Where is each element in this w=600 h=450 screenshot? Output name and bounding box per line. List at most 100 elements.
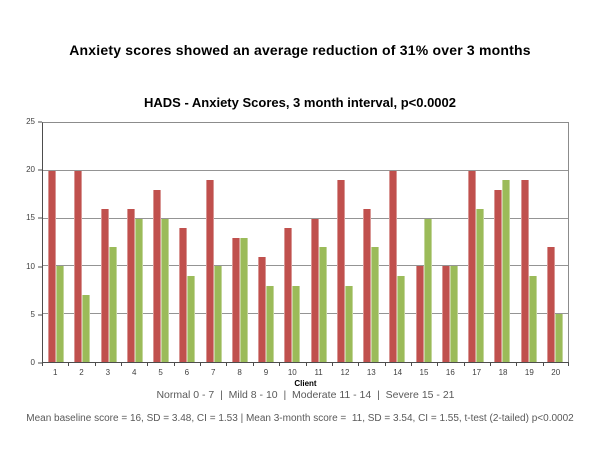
bar-3-month-client-16 bbox=[449, 266, 458, 362]
x-tick-mark bbox=[279, 362, 281, 366]
bar-baseline-client-16 bbox=[441, 266, 450, 362]
gridline bbox=[43, 217, 568, 219]
y-tick-mark bbox=[38, 266, 42, 268]
y-tick-label: 15 bbox=[26, 213, 35, 223]
bar-group-client-5 bbox=[148, 123, 174, 362]
page-title: Anxiety scores showed an average reducti… bbox=[69, 42, 531, 58]
bar-3-month-client-4 bbox=[134, 218, 143, 362]
bar-baseline-client-4 bbox=[126, 209, 135, 362]
x-tick-mark bbox=[42, 362, 43, 366]
bar-group-client-3 bbox=[96, 123, 122, 362]
x-tick-label: 1 bbox=[52, 368, 58, 377]
x-tick-mark bbox=[331, 362, 333, 366]
y-tick-label: 0 bbox=[30, 358, 35, 367]
bar-group-client-11 bbox=[306, 123, 332, 362]
x-tick-mark bbox=[147, 362, 149, 366]
bar-group-client-17 bbox=[463, 123, 489, 362]
x-tick-mark bbox=[516, 362, 518, 366]
bar-baseline-client-18 bbox=[494, 189, 503, 362]
y-tick-mark bbox=[38, 362, 42, 364]
x-axis-labels: 1 2 3 4 5 6 7 8 9 10 11 12 13 14 15 16 17 18 19 20 bbox=[42, 369, 569, 377]
x-tick-label: 18 bbox=[498, 368, 508, 377]
bar-group-client-15 bbox=[411, 123, 437, 362]
chart-title: HADS - Anxiety Scores, 3 month interval,… bbox=[144, 95, 456, 110]
x-tick-mark bbox=[410, 362, 412, 366]
bar-group-client-13 bbox=[358, 123, 384, 362]
bar-group-client-16 bbox=[437, 123, 463, 362]
bar-group-client-10 bbox=[279, 123, 305, 362]
bar-baseline-client-12 bbox=[336, 180, 345, 362]
bar-group-client-8 bbox=[227, 123, 253, 362]
gridline bbox=[43, 313, 568, 315]
gridlines bbox=[43, 123, 568, 362]
x-axis-ticks bbox=[42, 362, 569, 366]
bar-3-month-client-19 bbox=[528, 275, 537, 362]
bar-baseline-client-10 bbox=[284, 228, 293, 362]
bar-baseline-client-15 bbox=[415, 266, 424, 362]
x-tick-label: 4 bbox=[131, 368, 137, 377]
x-tick-label: 19 bbox=[524, 368, 534, 377]
bar-baseline-client-2 bbox=[74, 170, 83, 362]
x-tick-mark bbox=[305, 362, 307, 366]
bar-3-month-client-6 bbox=[187, 275, 196, 362]
bar-3-month-client-13 bbox=[371, 247, 380, 362]
x-axis-title: Client bbox=[294, 379, 317, 388]
bar-3-month-client-1 bbox=[56, 266, 65, 362]
bar-3-month-client-9 bbox=[266, 285, 275, 362]
x-tick-mark bbox=[200, 362, 202, 366]
y-tick-mark bbox=[38, 217, 42, 219]
x-tick-mark bbox=[463, 362, 465, 366]
bar-group-client-9 bbox=[253, 123, 279, 362]
bar-3-month-client-18 bbox=[502, 180, 511, 362]
bar-group-client-1 bbox=[43, 123, 69, 362]
x-tick-label: 9 bbox=[263, 368, 269, 377]
y-tick-label: 10 bbox=[26, 261, 35, 271]
x-tick-label: 20 bbox=[551, 368, 561, 377]
bar-group-client-2 bbox=[69, 123, 95, 362]
bar-3-month-client-2 bbox=[82, 295, 91, 362]
x-tick-label: 3 bbox=[105, 368, 111, 377]
x-tick-mark bbox=[252, 362, 254, 366]
severity-scale-note: Normal 0 - 7 | Mild 8 - 10 | Moderate 11… bbox=[156, 389, 455, 401]
plot-area bbox=[42, 122, 569, 363]
bar-group-client-18 bbox=[489, 123, 515, 362]
bar-3-month-client-10 bbox=[292, 285, 301, 362]
y-tick-label: 25 bbox=[26, 117, 35, 126]
footer-stats: Mean baseline score = 16, SD = 3.48, CI … bbox=[26, 413, 574, 424]
y-tick-label: 5 bbox=[30, 309, 35, 319]
bar-group-client-20 bbox=[542, 123, 568, 362]
bar-baseline-client-13 bbox=[363, 209, 372, 362]
bar-baseline-client-20 bbox=[546, 247, 555, 362]
bar-baseline-client-8 bbox=[231, 237, 240, 362]
x-tick-label: 12 bbox=[340, 368, 350, 377]
x-tick-mark bbox=[121, 362, 123, 366]
x-tick-mark bbox=[68, 362, 70, 366]
bar-3-month-client-3 bbox=[108, 247, 117, 362]
x-tick-label: 15 bbox=[419, 368, 429, 377]
x-tick-label: 14 bbox=[393, 368, 403, 377]
bar-3-month-client-14 bbox=[397, 275, 406, 362]
bar-baseline-client-3 bbox=[100, 209, 109, 362]
x-tick-mark bbox=[489, 362, 491, 366]
bar-baseline-client-14 bbox=[389, 170, 398, 362]
x-tick-mark bbox=[358, 362, 360, 366]
x-tick-mark bbox=[173, 362, 175, 366]
bar-3-month-client-15 bbox=[423, 218, 432, 362]
gridline bbox=[43, 169, 568, 171]
bar-3-month-client-11 bbox=[318, 247, 327, 362]
gridline bbox=[43, 265, 568, 267]
y-axis-labels: 0 5 10 15 20 25 bbox=[0, 118, 42, 367]
x-tick-mark bbox=[542, 362, 544, 366]
bar-baseline-client-1 bbox=[48, 170, 57, 362]
x-tick-label: 5 bbox=[158, 368, 163, 377]
bar-baseline-client-5 bbox=[153, 189, 162, 362]
x-tick-label: 6 bbox=[184, 368, 190, 377]
bar-3-month-client-12 bbox=[344, 285, 353, 362]
x-tick-mark bbox=[94, 362, 96, 366]
bar-group-client-19 bbox=[516, 123, 542, 362]
x-tick-mark bbox=[226, 362, 228, 366]
bar-group-client-12 bbox=[332, 123, 358, 362]
x-tick-label: 7 bbox=[211, 368, 216, 377]
x-tick-mark bbox=[384, 362, 386, 366]
